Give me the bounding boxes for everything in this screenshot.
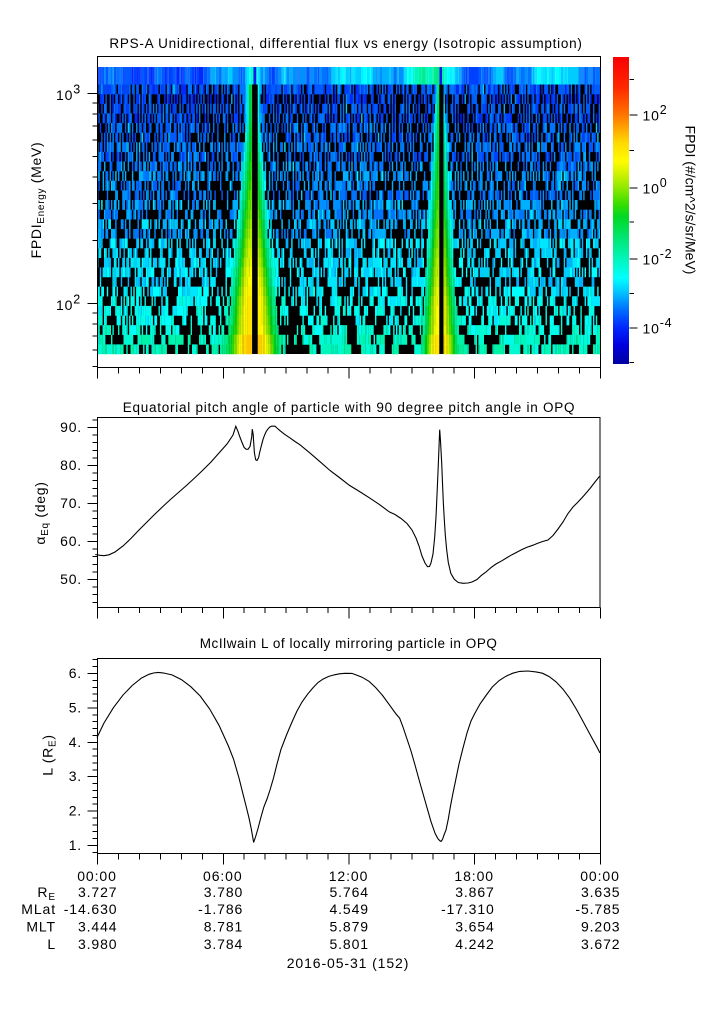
svg-text:Equatorial pitch angle of part: Equatorial pitch angle of particle with …	[123, 400, 576, 415]
svg-text:70.: 70.	[60, 495, 82, 511]
svg-text:-5.785: -5.785	[575, 901, 620, 917]
svg-text:FPDI (#/cm^2/s/sr/MeV): FPDI (#/cm^2/s/sr/MeV)	[683, 126, 699, 275]
svg-text:3.784: 3.784	[204, 936, 244, 952]
svg-text:3.980: 3.980	[78, 936, 118, 952]
svg-text:12:00: 12:00	[329, 868, 369, 884]
svg-text:1.: 1.	[69, 837, 82, 853]
svg-text:6.: 6.	[69, 665, 82, 681]
svg-text:5.: 5.	[69, 699, 82, 715]
svg-text:9.203: 9.203	[581, 918, 621, 934]
svg-text:L: L	[47, 936, 56, 952]
svg-text:2.: 2.	[69, 803, 82, 819]
svg-text:3.780: 3.780	[204, 884, 244, 900]
svg-text:5.801: 5.801	[329, 936, 369, 952]
svg-text:00:00: 00:00	[77, 868, 117, 884]
svg-text:4.: 4.	[69, 734, 82, 750]
svg-text:MLat: MLat	[21, 901, 56, 917]
svg-text:00:00: 00:00	[580, 868, 620, 884]
svg-text:80.: 80.	[60, 457, 82, 473]
svg-text:3.444: 3.444	[78, 918, 118, 934]
svg-text:90.: 90.	[60, 419, 82, 435]
svg-text:3.727: 3.727	[78, 884, 118, 900]
svg-text:3.: 3.	[69, 768, 82, 784]
svg-text:3.654: 3.654	[455, 918, 495, 934]
svg-text:06:00: 06:00	[203, 868, 243, 884]
svg-text:8.781: 8.781	[204, 918, 244, 934]
svg-text:RPS-A Unidirectional, differen: RPS-A Unidirectional, differential flux …	[109, 36, 582, 51]
svg-text:60.: 60.	[60, 533, 82, 549]
svg-text:MLT: MLT	[26, 918, 56, 934]
svg-text:4.549: 4.549	[329, 901, 369, 917]
svg-text:-1.786: -1.786	[198, 901, 243, 917]
svg-text:4.242: 4.242	[455, 936, 495, 952]
svg-text:3.635: 3.635	[581, 884, 621, 900]
svg-text:3.672: 3.672	[581, 936, 621, 952]
svg-text:50.: 50.	[60, 571, 82, 587]
svg-text:18:00: 18:00	[454, 868, 494, 884]
svg-text:5.879: 5.879	[329, 918, 369, 934]
svg-text:2016-05-31 (152): 2016-05-31 (152)	[287, 955, 410, 971]
svg-text:3.867: 3.867	[455, 884, 495, 900]
svg-text:5.764: 5.764	[329, 884, 369, 900]
svg-text:FPDIEnergy (MeV): FPDIEnergy (MeV)	[28, 142, 47, 259]
svg-text:-17.310: -17.310	[441, 901, 495, 917]
svg-text:-14.630: -14.630	[64, 901, 118, 917]
svg-text:McIlwain L of locally mirrorin: McIlwain L of locally mirroring particle…	[200, 636, 498, 651]
